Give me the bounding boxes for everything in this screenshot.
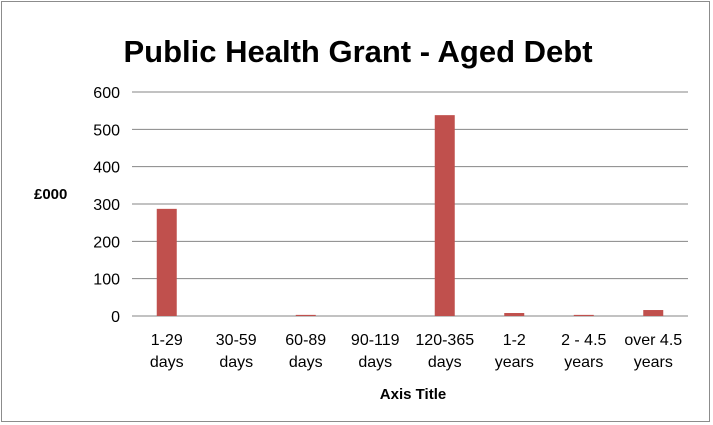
- x-tick-label: years: [564, 354, 603, 371]
- y-tick-label: 500: [93, 122, 120, 139]
- x-tick-label: 1-2: [503, 332, 526, 349]
- y-tick-label: 0: [111, 309, 120, 326]
- bar: [504, 313, 525, 316]
- bar: [434, 115, 455, 316]
- y-tick-label: 300: [93, 197, 120, 214]
- x-tick-label: years: [634, 354, 673, 371]
- x-tick-label: years: [495, 354, 534, 371]
- x-tick-label: days: [428, 354, 462, 371]
- x-tick-label: days: [358, 354, 392, 371]
- y-tick-label: 200: [93, 234, 120, 251]
- x-tick-label: over 4.5: [624, 332, 682, 349]
- x-tick-label: 30-59: [216, 332, 257, 349]
- y-tick-label: 600: [93, 85, 120, 102]
- x-tick-label: 1-29: [151, 332, 183, 349]
- x-tick-label: days: [150, 354, 184, 371]
- x-axis-label: Axis Title: [380, 386, 446, 403]
- y-tick-label: 100: [93, 272, 120, 289]
- bar: [643, 310, 664, 316]
- x-tick-label: days: [289, 354, 323, 371]
- x-tick-label: 90-119: [351, 332, 400, 349]
- y-tick-labels: 0 100 200 300 400 500 600: [93, 85, 120, 326]
- x-tick-label: 60-89: [285, 332, 326, 349]
- y-axis-label: £000: [34, 186, 67, 203]
- gridlines: [132, 91, 688, 317]
- chart-title: Public Health Grant - Aged Debt: [123, 34, 592, 69]
- bar: [295, 314, 316, 316]
- bars: [156, 115, 664, 316]
- x-tick-label: days: [219, 354, 253, 371]
- x-tick-label: 2 - 4.5: [561, 332, 606, 349]
- x-tick-labels: 1-29 days 30-59 days 60-89 days 90-119 days 120-…: [150, 332, 682, 371]
- bar: [573, 314, 594, 316]
- bar: [156, 208, 177, 316]
- y-tick-label: 400: [93, 160, 120, 177]
- x-tick-label: 120-365: [415, 332, 474, 349]
